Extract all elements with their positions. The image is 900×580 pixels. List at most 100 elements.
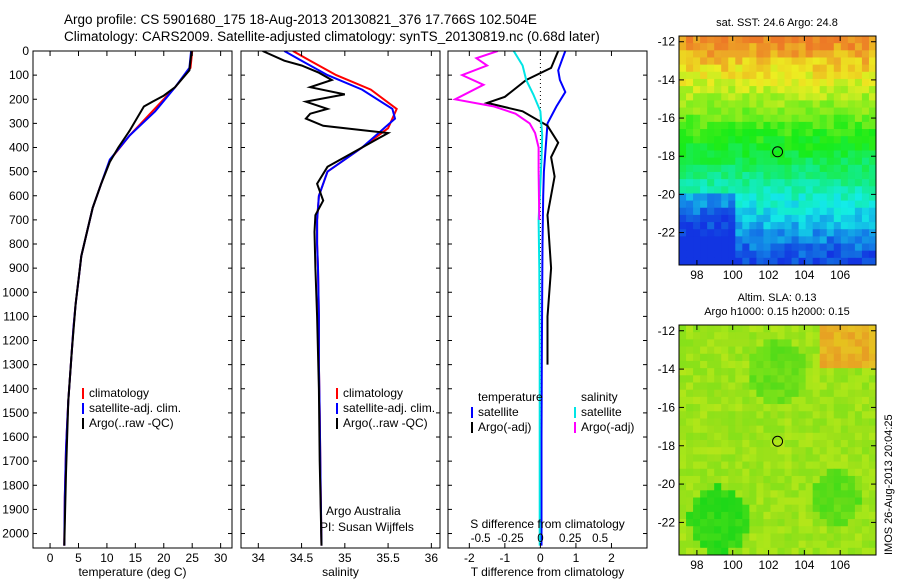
map-cell: [805, 107, 814, 116]
map-cell: [770, 57, 779, 66]
map-cell: [686, 57, 694, 66]
map-cell: [763, 114, 772, 123]
map-cell: [805, 36, 814, 44]
map-cell: [756, 404, 765, 412]
map-cell: [756, 57, 765, 66]
map-cell: [798, 100, 807, 109]
map-cell: [749, 171, 757, 180]
map-cell: [749, 497, 757, 506]
map-cell: [742, 86, 750, 94]
map-cell: [833, 325, 842, 333]
map-cell: [721, 332, 729, 340]
map-cell: [854, 511, 863, 520]
map-cell: [840, 57, 849, 66]
map-cell: [861, 490, 870, 499]
map-cell: [798, 78, 807, 87]
map-cell: [847, 214, 856, 223]
map-cell: [784, 114, 793, 123]
map-cell: [679, 164, 687, 173]
map-cell: [791, 257, 800, 265]
map-x-tick-label: 106: [830, 268, 850, 282]
map-cell: [805, 78, 814, 87]
map-cell: [798, 57, 807, 66]
map-cell: [721, 533, 729, 542]
map-cell: [812, 57, 821, 66]
map-cell: [812, 257, 821, 265]
map-cell: [728, 447, 736, 455]
map-cell: [826, 200, 835, 209]
map-cell: [700, 411, 708, 420]
map-cell: [854, 136, 863, 144]
map-cell: [812, 540, 821, 549]
map-cell: [861, 511, 870, 520]
map-cell: [756, 389, 765, 398]
map-cell: [707, 475, 715, 484]
map-cell: [826, 257, 835, 265]
map-cell: [686, 519, 694, 527]
map-cell: [763, 207, 772, 216]
map-cell: [840, 497, 849, 506]
map-cell: [777, 136, 786, 144]
map-cell: [868, 368, 876, 376]
map-cell: [707, 490, 715, 499]
map-cell: [833, 150, 842, 159]
map-cell: [721, 418, 729, 427]
map-cell: [868, 57, 876, 66]
map-cell: [700, 222, 708, 230]
map-cell: [728, 382, 736, 391]
map-cell: [777, 497, 786, 506]
map-cell: [721, 164, 729, 173]
map-cell: [812, 71, 821, 80]
map-cell: [861, 396, 870, 405]
map-cell: [686, 461, 694, 470]
map-cell: [833, 533, 842, 542]
map-cell: [763, 440, 772, 448]
map-cell: [749, 193, 757, 202]
map-cell: [763, 504, 772, 513]
x-tick-label: 15: [129, 551, 143, 565]
map-cell: [840, 425, 849, 434]
map-cell: [819, 325, 828, 333]
map-cell: [777, 50, 786, 59]
map-cell: [854, 504, 863, 513]
map-cell: [805, 396, 814, 405]
map-cell: [714, 547, 722, 555]
map-cell: [868, 150, 876, 159]
map-cell: [847, 346, 856, 355]
map-cell: [742, 504, 750, 513]
map-cell: [749, 483, 757, 491]
map-cell: [784, 71, 793, 80]
map-cell: [756, 339, 765, 348]
note-line2: PI: Susan Wijffels: [320, 520, 414, 534]
map-cell: [819, 236, 828, 245]
map-cell: [735, 396, 743, 405]
map-cell: [756, 504, 765, 513]
map-cell: [812, 136, 821, 144]
map-cell: [749, 353, 757, 362]
map-cell: [707, 71, 715, 80]
map-cell: [686, 533, 694, 542]
map-cell: [826, 339, 835, 348]
map-cell: [826, 411, 835, 420]
map-cell: [854, 475, 863, 484]
x-tick-label: -2: [464, 551, 475, 565]
map-cell: [756, 519, 765, 527]
map-cell: [777, 504, 786, 513]
map-cell: [679, 547, 687, 555]
map-cell: [721, 243, 729, 252]
map-cell: [686, 179, 694, 187]
map-cell: [805, 179, 814, 187]
map-cell: [812, 382, 821, 391]
map-cell: [770, 432, 779, 441]
map-y-tick-label: -18: [658, 439, 676, 453]
map-cell: [686, 382, 694, 391]
map-cell: [847, 71, 856, 80]
map-cell: [686, 353, 694, 362]
map-cell: [868, 71, 876, 80]
map-cell: [700, 78, 708, 87]
x-tick-label: 20: [157, 551, 171, 565]
map-cell: [777, 243, 786, 252]
map-cell: [868, 207, 876, 216]
map-cell: [791, 375, 800, 384]
map-cell: [868, 526, 876, 535]
